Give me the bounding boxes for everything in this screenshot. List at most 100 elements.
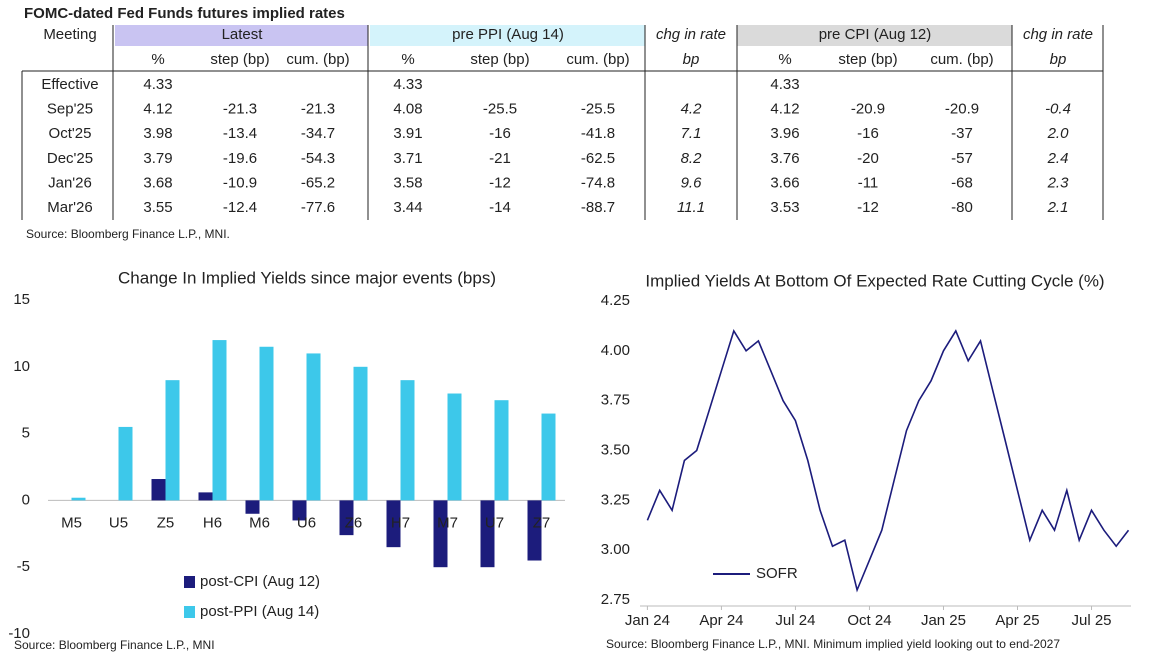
table-cell: 3.76	[770, 150, 799, 167]
table-cell: -21.3	[301, 101, 335, 118]
table-cell: -80	[951, 199, 973, 216]
table-cell: -34.7	[301, 125, 335, 142]
x-tick-label: H6	[203, 514, 222, 531]
legend-swatch	[184, 606, 195, 618]
table-cell: -77.6	[301, 199, 335, 216]
table-cell: 4.2	[681, 101, 703, 118]
table-cell: -20	[857, 150, 879, 167]
sub-header: bp	[683, 51, 700, 68]
sub-header: cum. (bp)	[566, 51, 629, 68]
table-cell: -20.9	[851, 101, 885, 118]
x-tick-label: Z7	[533, 514, 551, 531]
bar	[292, 500, 307, 521]
table-cell: -14	[489, 199, 511, 216]
legend-label: SOFR	[756, 565, 798, 582]
table-title: FOMC-dated Fed Funds futures implied rat…	[24, 5, 345, 22]
table-cell: -16	[489, 125, 511, 142]
legend-label: post-PPI (Aug 14)	[200, 603, 319, 620]
table-cell: 3.58	[393, 174, 422, 191]
table-cell: 3.79	[143, 150, 172, 167]
x-tick-label: Jan 24	[625, 612, 670, 629]
table-cell: 2.4	[1047, 150, 1069, 167]
table-cell: 7.1	[681, 125, 702, 142]
table-cell: -12	[489, 174, 511, 191]
bar	[212, 340, 227, 501]
table-cell: 3.68	[143, 174, 172, 191]
table-cell: 3.55	[143, 199, 172, 216]
table-cell: -25.5	[581, 101, 615, 118]
sub-header: %	[151, 51, 164, 68]
legend-label: post-CPI (Aug 12)	[200, 573, 320, 590]
table-cell: -11	[858, 174, 879, 191]
x-tick-label: Oct 24	[847, 612, 891, 629]
table-cell: 4.08	[393, 101, 422, 118]
x-tick-label: M7	[437, 514, 458, 531]
bar	[245, 500, 260, 514]
table-cell: 3.96	[770, 125, 799, 142]
y-tick-label: 5	[22, 425, 30, 442]
meeting-header: Meeting	[43, 26, 96, 43]
group-header: chg in rate	[656, 26, 726, 43]
table-cell: -0.4	[1045, 101, 1071, 118]
chart-source: Source: Bloomberg Finance L.P., MNI. Min…	[606, 637, 1060, 651]
bar	[118, 426, 133, 501]
y-tick-label: 10	[13, 358, 30, 375]
bar	[259, 346, 274, 501]
table-cell: -25.5	[483, 101, 517, 118]
sub-header: %	[778, 51, 791, 68]
x-tick-label: M5	[61, 514, 82, 531]
y-tick-label: 3.00	[601, 541, 630, 558]
bar	[306, 353, 321, 501]
table-cell: -62.5	[581, 150, 615, 167]
table-cell: 2.0	[1047, 125, 1070, 142]
group-header: pre CPI (Aug 12)	[819, 26, 932, 43]
table-cell: -20.9	[945, 101, 979, 118]
table-cell: 3.44	[393, 199, 422, 216]
bar	[480, 500, 495, 568]
table-cell: 4.33	[143, 76, 172, 93]
table-cell: -12	[857, 199, 879, 216]
table-source: Source: Bloomberg Finance L.P., MNI.	[26, 227, 230, 241]
x-tick-label: M6	[249, 514, 270, 531]
sub-header: step (bp)	[210, 51, 269, 68]
row-label: Dec'25	[47, 150, 93, 167]
column-rules	[21, 25, 1104, 220]
pre-ppi-header-bg	[370, 25, 645, 46]
sub-header: bp	[1050, 51, 1067, 68]
x-tick-label: Apr 24	[699, 612, 743, 629]
y-tick-label: 3.75	[601, 392, 630, 409]
bar	[151, 479, 166, 501]
table-cell: -19.6	[223, 150, 257, 167]
x-tick-label: H7	[391, 514, 410, 531]
bar	[198, 492, 213, 501]
y-tick-label: -5	[17, 558, 30, 575]
bar	[527, 500, 542, 561]
bar	[433, 500, 448, 568]
table-cell: 3.98	[143, 125, 172, 142]
table-cell: -10.9	[223, 174, 257, 191]
bar	[339, 500, 354, 536]
table-cell: 4.33	[393, 76, 422, 93]
table-cell: 2.1	[1047, 199, 1069, 216]
table-cell: 3.66	[770, 174, 799, 191]
chart-title: Change In Implied Yields since major eve…	[118, 268, 496, 287]
y-tick-label: 0	[22, 491, 30, 508]
y-tick-label: 15	[13, 291, 30, 308]
x-tick-label: Z6	[345, 514, 363, 531]
table-cell: 3.91	[393, 125, 422, 142]
table-cell: -68	[951, 174, 973, 191]
table-cell: -54.3	[301, 150, 335, 167]
group-header: chg in rate	[1023, 26, 1093, 43]
group-header: pre PPI (Aug 14)	[452, 26, 564, 43]
sub-header: cum. (bp)	[286, 51, 349, 68]
table-cell: 3.53	[770, 199, 799, 216]
row-label: Effective	[41, 76, 98, 93]
y-tick-label: -10	[8, 625, 30, 642]
table-cell: -88.7	[581, 199, 615, 216]
table-cell: -65.2	[301, 174, 335, 191]
sub-header: cum. (bp)	[930, 51, 993, 68]
table-cell: 11.1	[677, 199, 705, 216]
x-tick-label: Jan 25	[921, 612, 966, 629]
bar	[71, 497, 86, 501]
